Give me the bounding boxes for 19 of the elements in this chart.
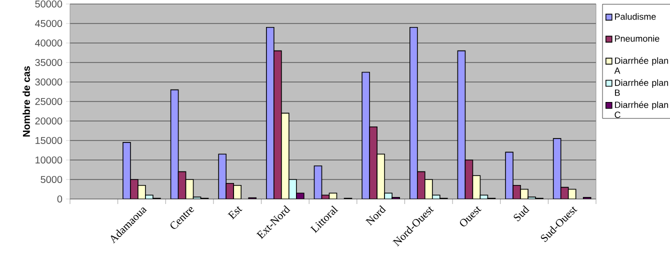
legend-label: Diarrhée plan A xyxy=(614,57,668,74)
y-tick-label: 35000 xyxy=(35,58,62,66)
y-tick-label: 0 xyxy=(57,195,62,203)
legend-label: Diarrhée plan B xyxy=(615,79,668,96)
y-tick-label: 50000 xyxy=(35,0,62,8)
y-tick-label: 40000 xyxy=(35,39,62,47)
legend-label: Paludisme xyxy=(615,13,656,20)
y-tick-label: 25000 xyxy=(35,98,62,106)
y-tick-label: 5000 xyxy=(40,176,62,184)
y-tick-label: 20000 xyxy=(35,117,62,125)
legend-label: Pneumonie xyxy=(615,35,660,42)
y-axis-title: Nombre de cas xyxy=(22,66,30,137)
x-tick-label: Sud xyxy=(514,205,530,222)
y-tick-label: 15000 xyxy=(36,136,62,144)
legend-label: Diarrhée plan C xyxy=(614,101,668,118)
y-tick-label: 45000 xyxy=(35,20,62,28)
y-tick-label: 10000 xyxy=(36,156,62,164)
y-tick-label: 30000 xyxy=(35,78,62,86)
x-tick-label: Est xyxy=(228,206,242,220)
